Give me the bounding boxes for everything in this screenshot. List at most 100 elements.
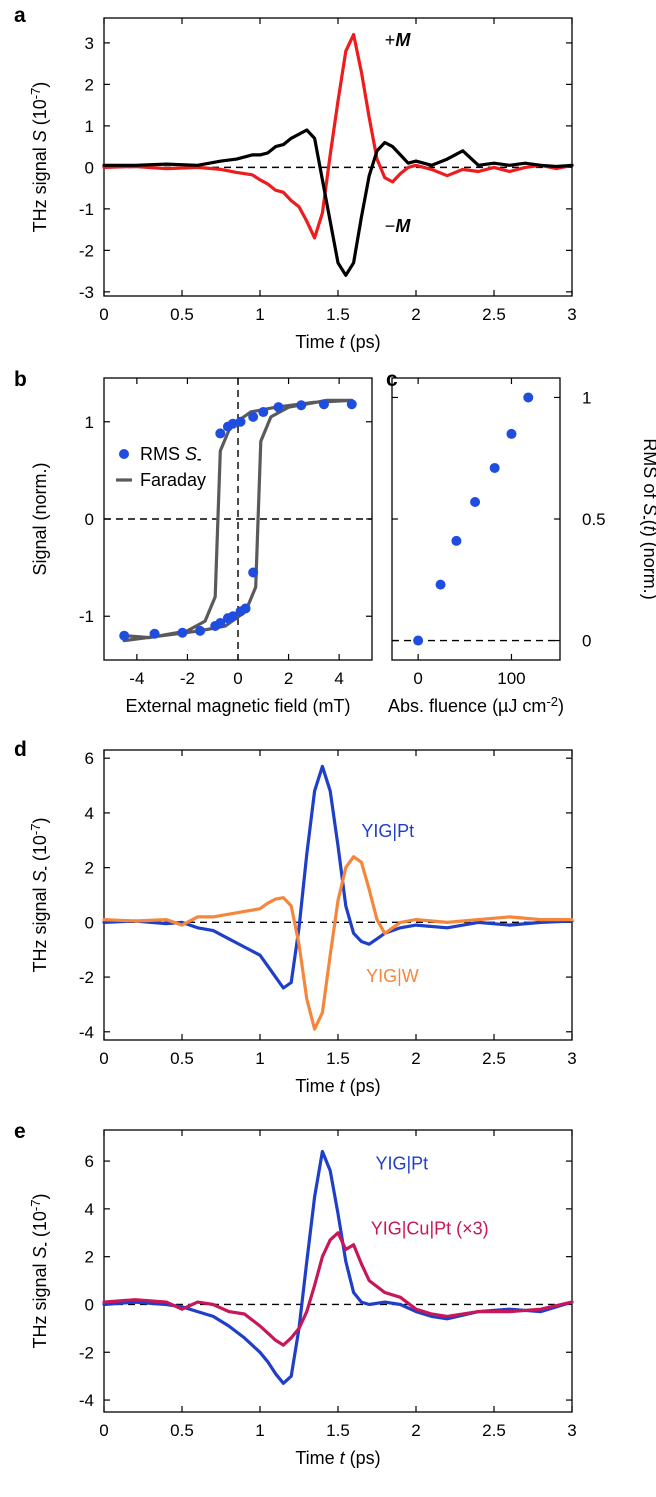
- plot-frame-c: [391, 377, 561, 661]
- x-tick-label-e: 0.5: [170, 1421, 194, 1440]
- y-axis-label-a-part: THz signal: [30, 142, 50, 232]
- x-axis-label-d-part: t: [340, 1076, 346, 1096]
- series-line-d-1: [102, 855, 574, 1031]
- data-point-b-1: [248, 411, 259, 422]
- data-point-c-0: [435, 579, 446, 590]
- panel-a: a 0 0.5 1 1.5 2 2.5 3 -3 -2 -1 0 1 2 3 Time t (ps) THz s…: [14, 4, 577, 352]
- y-tick-label-d: -2: [79, 968, 94, 987]
- series-line-d-0: [102, 764, 574, 990]
- data-point-c-0: [506, 428, 517, 439]
- series-label-d-1: YIG|W: [366, 966, 419, 986]
- y-axis-label-d-part: -: [37, 866, 52, 870]
- series-line-a-0: [102, 33, 574, 240]
- x-axis-label-b-part: External magnetic field (mT): [125, 696, 350, 716]
- x-axis-label-a: Time t (ps): [295, 332, 380, 352]
- x-axis-label-e-part: (ps): [345, 1448, 381, 1468]
- y-axis-label-c-part: (: [640, 520, 656, 526]
- y-tick-label-d: 0: [85, 913, 94, 932]
- data-point-b-1: [149, 628, 160, 639]
- panel-label-d: d: [14, 738, 27, 761]
- data-point-b-1: [235, 416, 246, 427]
- series-label-a-0-part: M: [395, 30, 411, 50]
- y-tick-label-a: 1: [85, 117, 94, 136]
- series-label-a-0: +M: [385, 30, 412, 50]
- y-tick-label-d: -4: [79, 1023, 94, 1042]
- series-label-e-1: YIG|Cu|Pt (×3): [371, 1218, 489, 1238]
- plot-frame-e: [103, 1129, 573, 1413]
- y-axis-label-e-part: (10: [30, 1211, 50, 1242]
- y-axis-label-e-part: ): [30, 1194, 50, 1200]
- data-point-c-0: [413, 635, 424, 646]
- data-point-b-1: [177, 627, 188, 638]
- y-axis-label-d-part: -7: [28, 824, 43, 836]
- y-tick-label-b: 1: [85, 413, 94, 432]
- legend-marker: [119, 449, 129, 459]
- x-axis-label-d: Time t (ps): [295, 1076, 380, 1096]
- series-line-e-1: [102, 1231, 574, 1347]
- y-tick-label-a: 0: [85, 158, 94, 177]
- y-axis-label-b-part: Signal (norm.): [30, 462, 50, 575]
- series-label-e-0: YIG|Pt: [375, 1153, 428, 1173]
- x-axis-label-a-part: Time: [295, 332, 339, 352]
- data-point-c-0: [451, 535, 462, 546]
- y-axis-label-a-part: (10: [30, 99, 50, 130]
- x-axis-label-d-part: Time: [295, 1076, 339, 1096]
- y-tick-label-a: 3: [85, 34, 94, 53]
- x-axis-label-e-part: t: [340, 1448, 346, 1468]
- legend-entry-part: S: [185, 444, 197, 464]
- legend-entry-part: Faraday: [140, 470, 206, 490]
- data-point-b-1: [346, 399, 357, 410]
- y-tick-label-c: 0.5: [582, 510, 606, 529]
- x-axis-label-c-part: -2: [546, 694, 558, 709]
- y-tick-label-d: 6: [85, 749, 94, 768]
- y-axis-label-a-part: ): [30, 82, 50, 88]
- x-tick-label-b: 2: [284, 669, 293, 688]
- y-axis-label-e-part: -: [37, 1242, 52, 1246]
- panel-label-e: e: [14, 1120, 26, 1143]
- y-tick-label-c: 0: [582, 632, 591, 651]
- data-point-b-1: [227, 418, 238, 429]
- x-tick-label-a: 3: [567, 305, 576, 324]
- legend-entry-part: RMS: [140, 444, 185, 464]
- x-tick-label-d: 0.5: [170, 1049, 194, 1068]
- x-tick-label-b: 4: [334, 669, 343, 688]
- data-point-b-1: [318, 399, 329, 410]
- x-tick-label-e: 2.5: [482, 1421, 506, 1440]
- x-tick-label-b: -2: [180, 669, 195, 688]
- data-point-b-1: [119, 630, 130, 641]
- data-point-b-1: [215, 618, 226, 629]
- y-axis-label-e-part: -7: [28, 1200, 43, 1212]
- legend-entry: Faraday: [140, 470, 206, 490]
- x-axis-label-a-part: (ps): [345, 332, 381, 352]
- series-line-e-0: [102, 1149, 574, 1385]
- y-tick-label-a: -3: [79, 283, 94, 302]
- x-axis-label-d-part: (ps): [345, 1076, 381, 1096]
- data-point-b-1: [248, 567, 259, 578]
- y-tick-label-e: 6: [85, 1152, 94, 1171]
- data-point-b-1: [215, 428, 226, 439]
- x-tick-label-e: 1: [255, 1421, 264, 1440]
- data-point-b-1: [296, 400, 307, 411]
- series-label-a-1-part: M: [395, 216, 411, 236]
- y-axis-label-a-part: -7: [28, 88, 43, 100]
- y-axis-label-a: THz signal S (10-7): [28, 82, 50, 233]
- y-axis-label-a-part: S: [30, 130, 50, 142]
- data-point-b-1: [227, 611, 238, 622]
- y-tick-label-b: 0: [85, 510, 94, 529]
- y-tick-label-e: -4: [79, 1391, 94, 1410]
- x-tick-label-d: 3: [567, 1049, 576, 1068]
- data-point-b-1: [273, 402, 284, 413]
- y-axis-label-b: Signal (norm.): [30, 462, 50, 575]
- y-axis-label-d-part: S: [30, 870, 50, 882]
- x-axis-label-a-part: t: [340, 332, 346, 352]
- y-axis-label-e-part: THz signal: [30, 1258, 50, 1348]
- y-tick-label-e: 0: [85, 1295, 94, 1314]
- series-label-a-1-part: −: [385, 216, 396, 236]
- panel-label-b: b: [14, 368, 27, 391]
- y-axis-label-e: THz signal S- (10-7): [28, 1194, 52, 1349]
- y-axis-label-c-part: ) (norm.): [640, 531, 656, 600]
- data-point-b-1: [258, 407, 269, 418]
- panel-b: b -4 -2 0 2 4 -1 0 1 External magnetic field (mT)…: [14, 368, 373, 716]
